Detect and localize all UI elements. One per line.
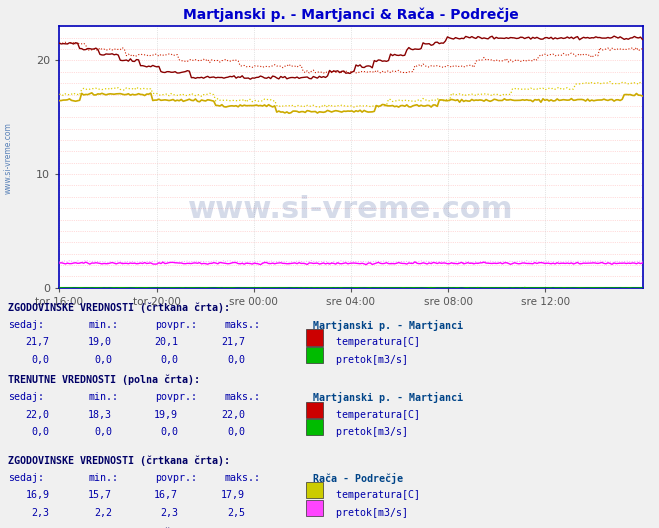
Text: min.:: min.: bbox=[89, 320, 119, 330]
FancyBboxPatch shape bbox=[306, 347, 323, 363]
Text: maks.:: maks.: bbox=[224, 392, 260, 402]
Text: 17,9: 17,9 bbox=[221, 491, 245, 501]
Text: www.si-vreme.com: www.si-vreme.com bbox=[3, 122, 13, 194]
Text: sedaj:: sedaj: bbox=[8, 320, 44, 330]
Text: 2,5: 2,5 bbox=[227, 508, 245, 518]
Text: ▲: ▲ bbox=[0, 527, 1, 528]
Text: temperatura[C]: temperatura[C] bbox=[330, 337, 420, 347]
Text: ZGODOVINSKE VREDNOSTI (črtkana črta):: ZGODOVINSKE VREDNOSTI (črtkana črta): bbox=[8, 456, 230, 466]
Text: 19,9: 19,9 bbox=[154, 410, 178, 420]
Text: Rača - Podrečje: Rača - Podrečje bbox=[313, 473, 403, 484]
FancyBboxPatch shape bbox=[306, 482, 323, 498]
Text: 22,0: 22,0 bbox=[26, 410, 49, 420]
Text: 20,1: 20,1 bbox=[154, 337, 178, 347]
Text: Martjanski p. - Martjanci: Martjanski p. - Martjanci bbox=[313, 320, 463, 331]
Text: 0,0: 0,0 bbox=[32, 355, 49, 365]
Text: Martjanski p. - Martjanci: Martjanski p. - Martjanci bbox=[313, 392, 463, 403]
Text: pretok[m3/s]: pretok[m3/s] bbox=[330, 427, 407, 437]
Text: 0,0: 0,0 bbox=[227, 355, 245, 365]
FancyBboxPatch shape bbox=[306, 419, 323, 435]
Text: povpr.:: povpr.: bbox=[155, 473, 197, 483]
Text: sedaj:: sedaj: bbox=[8, 392, 44, 402]
Text: pretok[m3/s]: pretok[m3/s] bbox=[330, 508, 407, 518]
Text: povpr.:: povpr.: bbox=[155, 320, 197, 330]
Text: 0,0: 0,0 bbox=[160, 427, 178, 437]
Title: Martjanski p. - Martjanci & Rača - Podrečje: Martjanski p. - Martjanci & Rača - Podre… bbox=[183, 8, 519, 23]
Text: 15,7: 15,7 bbox=[88, 491, 112, 501]
Text: ▶: ▶ bbox=[0, 527, 1, 528]
Text: 0,0: 0,0 bbox=[94, 355, 112, 365]
Text: temperatura[C]: temperatura[C] bbox=[330, 491, 420, 501]
Text: ZGODOVINSKE VREDNOSTI (črtkana črta):: ZGODOVINSKE VREDNOSTI (črtkana črta): bbox=[8, 303, 230, 313]
Text: 0,0: 0,0 bbox=[94, 427, 112, 437]
Text: 21,7: 21,7 bbox=[221, 337, 245, 347]
Text: 22,0: 22,0 bbox=[221, 410, 245, 420]
Text: maks.:: maks.: bbox=[224, 473, 260, 483]
Text: 21,7: 21,7 bbox=[26, 337, 49, 347]
Text: 2,3: 2,3 bbox=[32, 508, 49, 518]
Text: povpr.:: povpr.: bbox=[155, 392, 197, 402]
Text: 0,0: 0,0 bbox=[227, 427, 245, 437]
Text: pretok[m3/s]: pretok[m3/s] bbox=[330, 355, 407, 365]
Text: maks.:: maks.: bbox=[224, 320, 260, 330]
Text: TRENUTNE VREDNOSTI (polna črta):: TRENUTNE VREDNOSTI (polna črta): bbox=[8, 375, 200, 385]
Text: 0,0: 0,0 bbox=[32, 427, 49, 437]
Text: temperatura[C]: temperatura[C] bbox=[330, 410, 420, 420]
Text: 2,2: 2,2 bbox=[94, 508, 112, 518]
Text: 2,3: 2,3 bbox=[160, 508, 178, 518]
Text: 16,7: 16,7 bbox=[154, 491, 178, 501]
Text: sedaj:: sedaj: bbox=[8, 473, 44, 483]
Text: 0,0: 0,0 bbox=[160, 355, 178, 365]
Text: 16,9: 16,9 bbox=[26, 491, 49, 501]
FancyBboxPatch shape bbox=[306, 499, 323, 516]
Text: min.:: min.: bbox=[89, 473, 119, 483]
Text: min.:: min.: bbox=[89, 392, 119, 402]
FancyBboxPatch shape bbox=[306, 402, 323, 418]
FancyBboxPatch shape bbox=[306, 329, 323, 345]
Text: 19,0: 19,0 bbox=[88, 337, 112, 347]
Text: www.si-vreme.com: www.si-vreme.com bbox=[188, 195, 513, 224]
Text: 18,3: 18,3 bbox=[88, 410, 112, 420]
